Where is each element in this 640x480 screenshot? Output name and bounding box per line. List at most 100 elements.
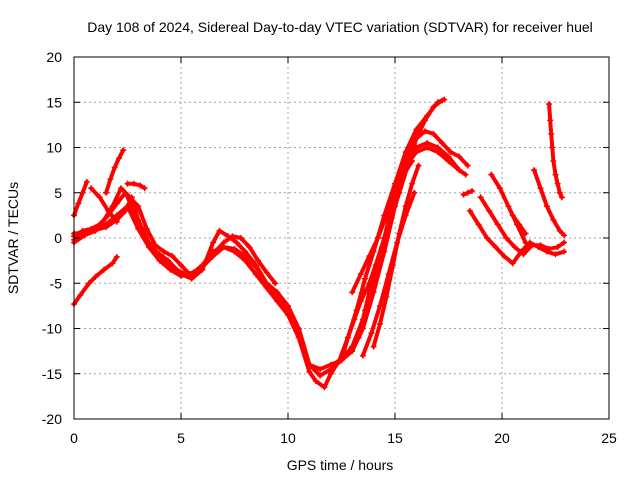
series-track-21: [546, 101, 565, 201]
data-point: [130, 180, 137, 187]
data-point: [96, 194, 103, 201]
x-tick-label: 5: [177, 430, 185, 446]
x-tick-label: 10: [280, 430, 296, 446]
data-point: [85, 280, 92, 287]
data-point: [400, 171, 407, 178]
data-point: [216, 227, 223, 234]
data-point: [537, 242, 544, 249]
data-point: [357, 298, 364, 305]
series-line: [125, 181, 147, 191]
data-point: [554, 180, 561, 187]
data-point: [494, 221, 501, 228]
data-point: [547, 117, 554, 124]
data-point: [411, 189, 418, 196]
data-point: [274, 298, 281, 305]
data-point: [285, 311, 291, 318]
data-point: [509, 260, 516, 267]
data-point: [233, 239, 240, 246]
data-point: [370, 271, 377, 278]
data-point: [103, 189, 110, 196]
data-point: [156, 251, 163, 258]
data-point: [556, 189, 563, 196]
data-point: [295, 334, 302, 341]
data-point: [374, 235, 381, 241]
data-point: [141, 185, 148, 192]
x-tick-label: 0: [70, 430, 78, 446]
data-point: [107, 176, 114, 183]
data-point: [409, 158, 416, 165]
data-point: [203, 257, 210, 264]
series-track-15: [460, 187, 476, 198]
data-point: [113, 218, 120, 225]
data-point: [561, 248, 568, 255]
data-point: [561, 239, 568, 246]
data-point: [338, 357, 345, 364]
series-track-2: [71, 144, 469, 379]
data-point: [522, 230, 529, 237]
data-point: [255, 257, 262, 264]
data-point: [421, 117, 428, 124]
data-series: [71, 96, 568, 391]
series-track-12: [349, 158, 416, 296]
y-tick-label: 15: [46, 94, 62, 110]
data-point: [120, 147, 127, 154]
data-point: [509, 212, 516, 219]
data-point: [445, 158, 452, 165]
data-point: [229, 233, 236, 240]
data-point: [148, 244, 155, 251]
data-point: [357, 271, 364, 278]
y-tick-label: 20: [46, 49, 62, 65]
data-point: [321, 384, 328, 391]
data-point: [377, 302, 384, 309]
data-point: [537, 185, 544, 192]
data-point: [520, 251, 527, 258]
data-point: [100, 266, 107, 273]
y-tick-label: 0: [54, 230, 62, 246]
data-point: [385, 271, 392, 278]
data-point: [558, 194, 565, 201]
series-track-7: [103, 147, 127, 196]
data-point: [139, 230, 146, 237]
data-point: [552, 251, 559, 258]
chart-title: Day 108 of 2024, Sidereal Day-to-day VTE…: [87, 19, 593, 35]
data-point: [548, 130, 555, 137]
data-point: [379, 244, 386, 251]
series-track-19: [509, 212, 529, 237]
data-point: [115, 155, 122, 162]
data-point: [109, 203, 116, 210]
data-point: [113, 254, 120, 261]
data-point: [77, 292, 84, 299]
data-point: [475, 221, 482, 228]
axis-ticks: 0 5 10 15 20 25 20 15 10 5 0 -5 -10 -15 -20: [42, 49, 617, 446]
series-track-9: [124, 180, 148, 192]
y-tick-label: -15: [42, 366, 62, 382]
data-point: [124, 203, 131, 210]
data-point: [306, 368, 313, 375]
y-tick-label: -20: [42, 411, 62, 427]
data-point: [130, 207, 137, 214]
y-tick-label: 5: [54, 185, 62, 201]
data-point: [392, 189, 398, 196]
series-line: [350, 159, 415, 295]
series-track-5: [71, 254, 120, 308]
data-point: [430, 130, 437, 137]
series-line: [532, 168, 567, 238]
data-point: [501, 253, 508, 260]
data-point: [79, 189, 86, 196]
data-point: [368, 330, 375, 337]
data-point: [484, 235, 491, 241]
data-point: [186, 271, 193, 278]
data-point: [359, 352, 366, 359]
data-point: [156, 257, 163, 264]
data-point: [152, 242, 159, 249]
data-point: [137, 182, 144, 189]
series-track-17: [477, 194, 568, 258]
data-point: [167, 266, 174, 273]
x-axis-label: GPS time / hours: [287, 457, 394, 473]
data-point: [169, 253, 176, 260]
data-point: [370, 289, 377, 296]
data-point: [160, 248, 167, 255]
data-point: [528, 242, 535, 249]
data-point: [195, 266, 202, 273]
